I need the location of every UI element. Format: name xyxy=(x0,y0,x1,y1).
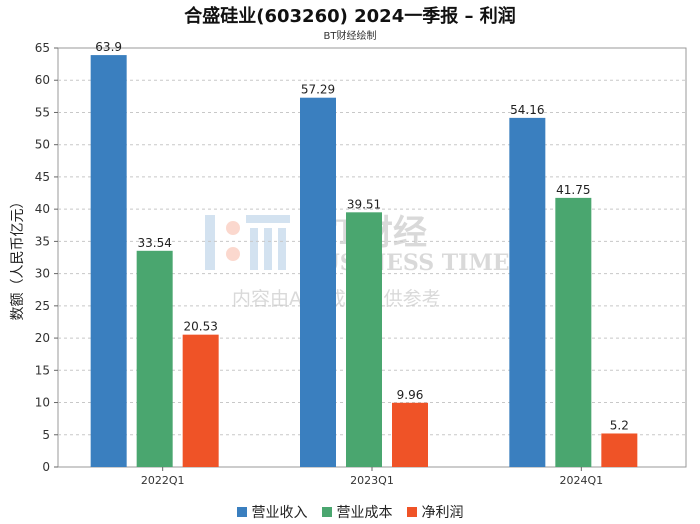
legend-label-profit: 净利润 xyxy=(421,505,464,521)
watermark-logo-bar-5 xyxy=(278,228,286,270)
chart-title: 合盛硅业(603260) 2024一季报 – 利润 xyxy=(184,6,516,27)
chart-subtitle: BT财经绘制 xyxy=(323,31,377,42)
y-tick-label: 55 xyxy=(35,105,50,119)
bar xyxy=(346,212,382,467)
y-tick-label: 40 xyxy=(35,202,50,216)
y-axis-label: 数额（人民币亿元） xyxy=(10,195,26,321)
legend-item-revenue[interactable]: 营业收入 xyxy=(236,502,308,522)
data-label: 63.9 xyxy=(95,40,122,54)
watermark-logo-bar-2 xyxy=(246,215,290,223)
bar xyxy=(90,55,127,468)
watermark-logo-bar-3 xyxy=(250,228,258,270)
y-tick-label: 10 xyxy=(35,396,50,410)
legend-label-cost: 营业成本 xyxy=(336,505,393,521)
bar xyxy=(509,117,546,467)
y-tick-label: 45 xyxy=(35,170,50,184)
data-label: 9.96 xyxy=(397,388,424,402)
bar xyxy=(555,197,592,467)
data-label: 57.29 xyxy=(301,83,335,97)
data-label: 33.54 xyxy=(137,236,171,250)
bar xyxy=(182,334,219,467)
legend-swatch-profit xyxy=(406,507,417,517)
y-tick-label: 35 xyxy=(35,234,50,248)
bar xyxy=(136,250,173,467)
watermark-logo-dot-2 xyxy=(226,247,240,261)
plot-area: 0 5 10 15 20 25 30 35 40 45 50 55 60 65 数额（人民币亿元） 2022Q… xyxy=(10,40,687,487)
data-label: 39.51 xyxy=(347,197,381,211)
data-label: 54.16 xyxy=(510,103,544,117)
data-label: 41.75 xyxy=(556,183,590,197)
watermark-logo-bar-1 xyxy=(205,215,215,270)
y-tick-label: 65 xyxy=(35,41,50,55)
data-label: 5.2 xyxy=(610,418,629,432)
bar xyxy=(601,433,638,467)
x-tick-label: 2024Q1 xyxy=(560,474,604,487)
legend-item-profit[interactable]: 净利润 xyxy=(406,502,464,522)
legend-label-revenue: 营业收入 xyxy=(251,505,308,521)
watermark-logo-bar-4 xyxy=(264,228,272,270)
watermark-line2: BUSINESS TIMES xyxy=(302,250,525,276)
y-tick-label: 5 xyxy=(42,428,50,442)
legend: 营业收入 营业成本 净利润 xyxy=(0,502,700,522)
bar xyxy=(300,97,336,468)
bar xyxy=(392,402,428,467)
watermark-line3: 内容由AI生成，仅供参考 xyxy=(232,288,441,310)
data-label: 20.53 xyxy=(183,320,217,334)
legend-item-cost[interactable]: 营业成本 xyxy=(321,502,393,522)
y-tick-label: 50 xyxy=(35,138,50,152)
x-tick-label: 2023Q1 xyxy=(350,474,394,487)
legend-swatch-revenue xyxy=(236,507,247,517)
watermark: BT财经 BUSINESS TIMES 内容由AI生成，仅供参考 xyxy=(205,213,525,310)
y-tick-label: 20 xyxy=(35,331,50,345)
y-tick-label: 25 xyxy=(35,299,50,313)
watermark-logo-dot-1 xyxy=(226,221,240,235)
legend-swatch-cost xyxy=(321,507,332,517)
y-tick-label: 15 xyxy=(35,363,50,377)
x-tick-label: 2022Q1 xyxy=(141,474,185,487)
y-tick-label: 0 xyxy=(42,460,50,474)
y-tick-label: 30 xyxy=(35,267,50,281)
y-tick-label: 60 xyxy=(35,73,50,87)
